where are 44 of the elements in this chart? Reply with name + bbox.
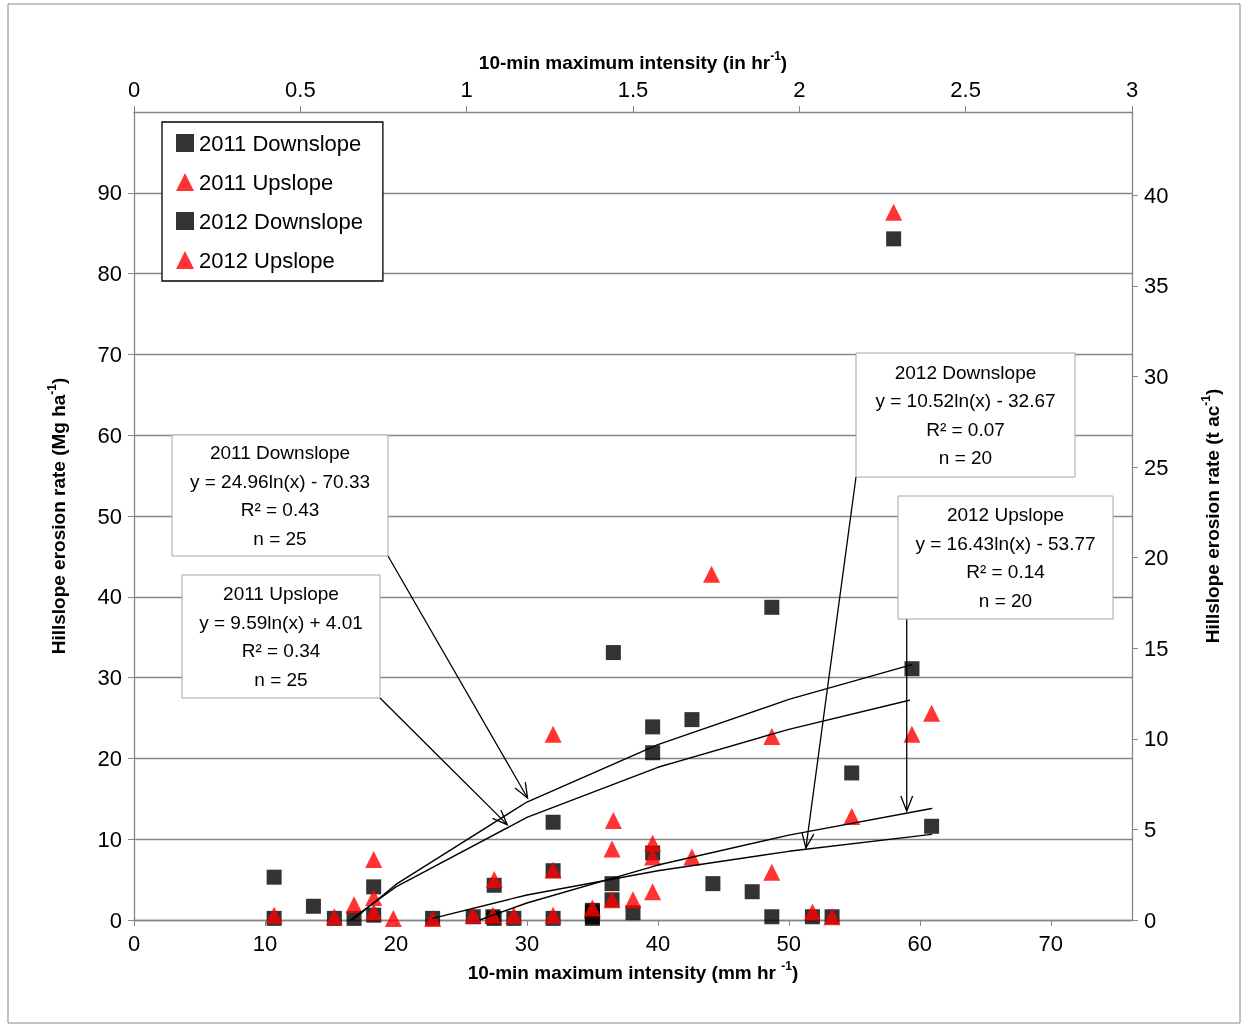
- annotation: 2011 Upslope y = 9.59ln(x) + 4.01 R² = 0.34 n = 25: [199, 583, 363, 690]
- y-tick-label: 0: [109, 907, 122, 933]
- x2-tick-label: 2: [793, 76, 806, 102]
- annotation: 2012 Upslope y = 16.43ln(x) - 53.77 R² = 0.14 n = 20: [915, 504, 1096, 611]
- x-tick-label: 70: [1038, 930, 1064, 956]
- y-tick-label: 70: [97, 341, 122, 367]
- x-tick-label: 0: [127, 930, 141, 956]
- y-tick-label: 40: [97, 584, 122, 610]
- x-tick-label: 40: [645, 930, 671, 956]
- y-tick-label: 10: [97, 826, 122, 852]
- y2-tick-label: 40: [1144, 182, 1169, 208]
- y-tick-label: 20: [97, 745, 122, 771]
- y2-tick-label: 20: [1144, 545, 1169, 571]
- annotation: 2012 Downslope y = 10.52ln(x) - 32.67 R² = 0.07 n = 20: [875, 361, 1056, 469]
- y-tick-label: 90: [97, 180, 122, 206]
- y2-tick-label: 5: [1144, 816, 1157, 842]
- legend-label: 2012 Upslope: [199, 247, 335, 273]
- y2-tick-label: 35: [1144, 273, 1169, 299]
- y-axis-title: Hillslope erosion rate (Mg ha-1): [45, 377, 69, 655]
- y2-tick-label: 30: [1144, 364, 1169, 389]
- y2-axis-title: Hillslope erosion rate (t ac-1): [1199, 388, 1223, 644]
- x-tick-label: 30: [514, 930, 540, 956]
- y-tick-label: 50: [97, 503, 122, 529]
- annotation: 2011 Downslope y = 24.96ln(x) - 70.33 R² = 0.43 n = 25: [189, 442, 371, 549]
- x2-tick-label: 1.5: [617, 76, 649, 102]
- y2-tick-label: 15: [1144, 635, 1169, 661]
- y-tick-label: 80: [97, 261, 122, 287]
- legend-label: 2011 Upslope: [199, 169, 334, 195]
- x-tick-label: 10: [252, 930, 278, 956]
- legend-label: 2011 Downslope: [199, 130, 362, 156]
- x2-tick-label: 0.5: [285, 76, 316, 102]
- x2-tick-label: 0: [127, 76, 141, 102]
- y2-tick-label: 10: [1144, 726, 1169, 752]
- x-tick-label: 20: [383, 930, 409, 956]
- x2-tick-label: 1: [460, 76, 473, 102]
- y2-tick-label: 25: [1144, 454, 1169, 480]
- x-tick-label: 50: [776, 930, 802, 956]
- y2-tick-label: 0: [1144, 907, 1157, 933]
- y-tick-label: 30: [97, 665, 122, 691]
- y-tick-label: 60: [97, 422, 122, 448]
- legend-label: 2012 Downslope: [199, 208, 363, 234]
- x2-tick-label: 3: [1125, 76, 1139, 102]
- x-tick-label: 60: [907, 930, 933, 956]
- x2-tick-label: 2.5: [950, 76, 981, 102]
